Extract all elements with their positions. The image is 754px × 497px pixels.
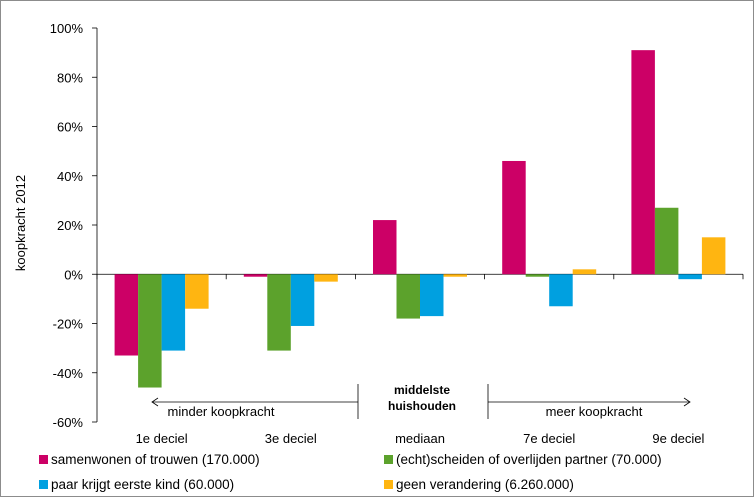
legend-item-samenwonen: samenwonen of trouwen (170.000)	[39, 452, 260, 467]
legend-label-scheiden: (echt)scheiden of overlijden partner (70…	[396, 452, 662, 467]
center-label-line2: huishouden	[388, 399, 456, 413]
y-tick-label: 40%	[57, 169, 83, 184]
legend-item-scheiden: (echt)scheiden of overlijden partner (70…	[384, 452, 662, 467]
legend-swatch-geen-verandering	[384, 480, 393, 489]
legend-label-geen-verandering: geen verandering (6.260.000)	[396, 477, 574, 492]
bar	[243, 274, 268, 277]
legend-label-eerste-kind: paar krijgt eerste kind (60.000)	[51, 477, 235, 492]
x-category-label: mediaan	[395, 431, 445, 446]
bar	[314, 274, 338, 282]
left-arrow-label: minder koopkracht	[168, 404, 275, 419]
y-tick-label: -40%	[53, 366, 84, 381]
left-arrow-head	[151, 397, 159, 407]
y-tick-label: 20%	[57, 218, 83, 233]
x-category-label: 9e deciel	[652, 431, 704, 446]
legend-label-samenwonen: samenwonen of trouwen (170.000)	[51, 452, 260, 467]
bar	[701, 237, 726, 275]
bar	[654, 207, 679, 275]
bar-series	[114, 50, 726, 388]
y-tick-label: 100%	[50, 21, 84, 36]
y-tick-label: 60%	[57, 120, 83, 135]
x-category-label: 3e deciel	[265, 431, 317, 446]
annotations: minder koopkracht middelste huishouden m…	[151, 383, 691, 419]
center-label-line1: middelste	[394, 383, 450, 397]
bar	[267, 274, 291, 351]
y-axis-label: koopkracht 2012	[13, 175, 28, 271]
y-tick-label: -60%	[53, 415, 84, 430]
bar	[443, 274, 467, 277]
bar	[572, 269, 597, 275]
bar	[678, 274, 702, 280]
y-axis-ticks: -60% -40% -20% 0% 20% 40% 60% 80% 100%	[50, 21, 97, 430]
bar	[525, 274, 550, 277]
bar	[138, 274, 162, 388]
right-arrow-head	[683, 397, 691, 407]
bar	[114, 274, 139, 356]
bar	[549, 274, 573, 307]
legend-swatch-scheiden	[384, 455, 393, 464]
bar	[631, 50, 655, 275]
bar	[396, 274, 420, 319]
right-arrow-label: meer koopkracht	[546, 404, 643, 419]
legend-item-geen-verandering: geen verandering (6.260.000)	[384, 477, 574, 492]
legend-item-eerste-kind: paar krijgt eerste kind (60.000)	[39, 477, 234, 492]
bar	[161, 274, 186, 351]
bar	[185, 274, 209, 309]
y-tick-label: 80%	[57, 70, 83, 85]
y-tick-label: -20%	[53, 317, 84, 332]
bar	[420, 274, 444, 317]
y-tick-label: 0%	[64, 267, 83, 282]
bar	[373, 220, 397, 275]
bar	[290, 274, 315, 326]
bar	[502, 160, 526, 275]
legend-swatch-samenwonen	[39, 455, 48, 464]
x-category-label: 1e deciel	[136, 431, 188, 446]
legend-swatch-eerste-kind	[39, 480, 48, 489]
x-category-label: 7e deciel	[523, 431, 575, 446]
x-axis-category-labels: 1e deciel 3e deciel mediaan 7e deciel 9e dec…	[136, 431, 705, 446]
